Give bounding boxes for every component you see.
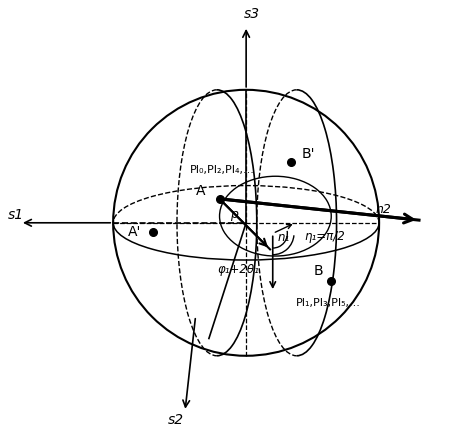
Text: η₁=π/2: η₁=π/2: [305, 230, 345, 242]
Text: s3: s3: [244, 7, 260, 21]
Text: n₁: n₁: [277, 231, 290, 244]
Text: PI₀,PI₂,PI₄,...: PI₀,PI₂,PI₄,...: [190, 165, 255, 174]
Text: s1: s1: [8, 208, 24, 222]
Text: s2: s2: [168, 412, 184, 427]
Text: A: A: [196, 184, 206, 198]
Text: A': A': [128, 225, 141, 239]
Text: B': B': [302, 147, 316, 161]
Text: PI₁,PI₃,PI₅,...: PI₁,PI₃,PI₅,...: [296, 297, 361, 308]
Text: φ₁+2θ₁: φ₁+2θ₁: [217, 263, 259, 276]
Text: B: B: [313, 264, 323, 278]
Text: p: p: [230, 208, 238, 221]
Text: n2: n2: [375, 203, 391, 216]
